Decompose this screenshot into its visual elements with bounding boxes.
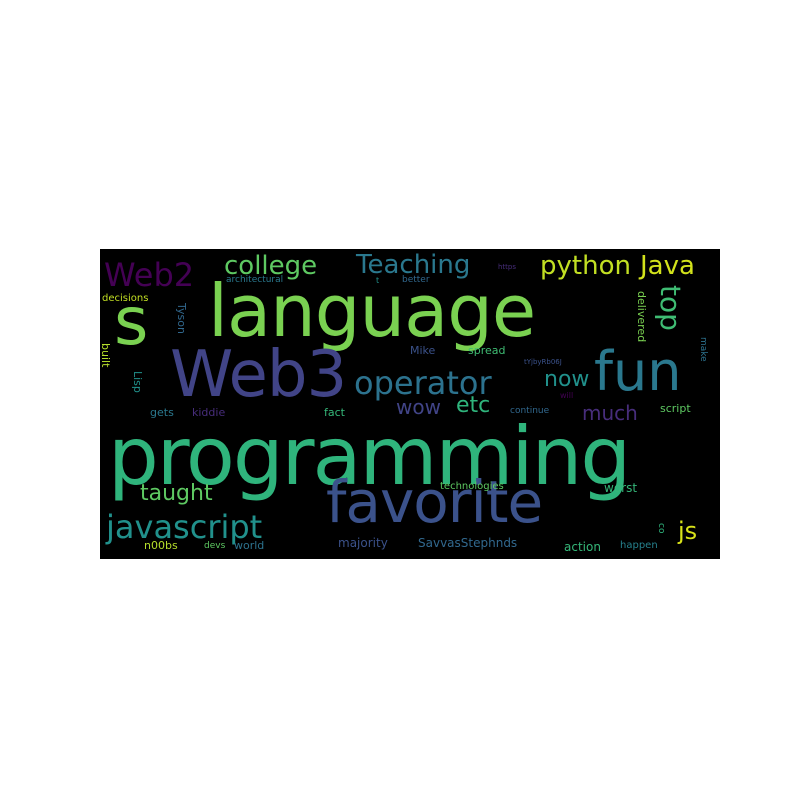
word-top: top — [654, 285, 687, 331]
word-co: co — [656, 523, 666, 534]
word-wow: wow — [396, 395, 441, 419]
word-operator: operator — [354, 364, 492, 402]
word-java: Java — [640, 251, 695, 281]
word-architectural: architectural — [226, 275, 284, 285]
word-web2: Web2 — [104, 256, 195, 294]
word-delivered: delivered — [635, 291, 648, 343]
word-gets: gets — [150, 406, 174, 419]
word-script: script — [660, 402, 691, 415]
word-web3: Web3 — [170, 338, 347, 412]
word-tyson: Tyson — [175, 303, 188, 334]
word-now: now — [544, 367, 590, 392]
word-tyjbyrb06j: tYjbyRb06J — [524, 358, 562, 366]
word-spread: spread — [468, 344, 506, 357]
word-college: college — [224, 251, 318, 281]
word-mike: Mike — [410, 344, 436, 357]
word-kiddie: kiddie — [192, 406, 226, 419]
word-technologies: technologies — [440, 481, 504, 492]
word-majority: majority — [338, 536, 388, 550]
word-s: s — [114, 283, 149, 360]
word-programming: programming — [108, 410, 631, 503]
word-fact: fact — [324, 406, 345, 419]
word-savvasstephnds: SavvasStephnds — [418, 536, 518, 550]
word-language: language — [208, 269, 536, 353]
word-t: t — [376, 276, 380, 285]
word-etc: etc — [456, 393, 491, 418]
word-js: js — [678, 517, 698, 545]
word-devs: devs — [204, 541, 226, 551]
word-better: better — [402, 275, 430, 285]
word-decisions: decisions — [102, 293, 149, 304]
word-worst: worst — [604, 481, 638, 495]
word-n00bs: n00bs — [144, 539, 178, 552]
word-world: world — [234, 539, 265, 552]
word-happen: happen — [620, 540, 658, 551]
word-lisp: Lisp — [131, 371, 144, 393]
word-will: will — [560, 391, 574, 400]
word-https: https — [498, 263, 517, 271]
word-python: python — [540, 251, 631, 281]
word-action: action — [564, 540, 601, 554]
word-make: make — [698, 337, 708, 362]
word-favorite: favorite — [326, 468, 543, 536]
word-javascript: javascript — [106, 508, 263, 546]
word-teaching: Teaching — [356, 250, 471, 280]
word-built: built — [100, 343, 112, 368]
word-taught: taught — [140, 481, 213, 506]
word-cloud: programming language Web3 favorite fun s… — [100, 249, 720, 559]
word-much: much — [582, 401, 638, 425]
word-fun: fun — [594, 340, 682, 403]
word-continue: continue — [510, 406, 550, 416]
